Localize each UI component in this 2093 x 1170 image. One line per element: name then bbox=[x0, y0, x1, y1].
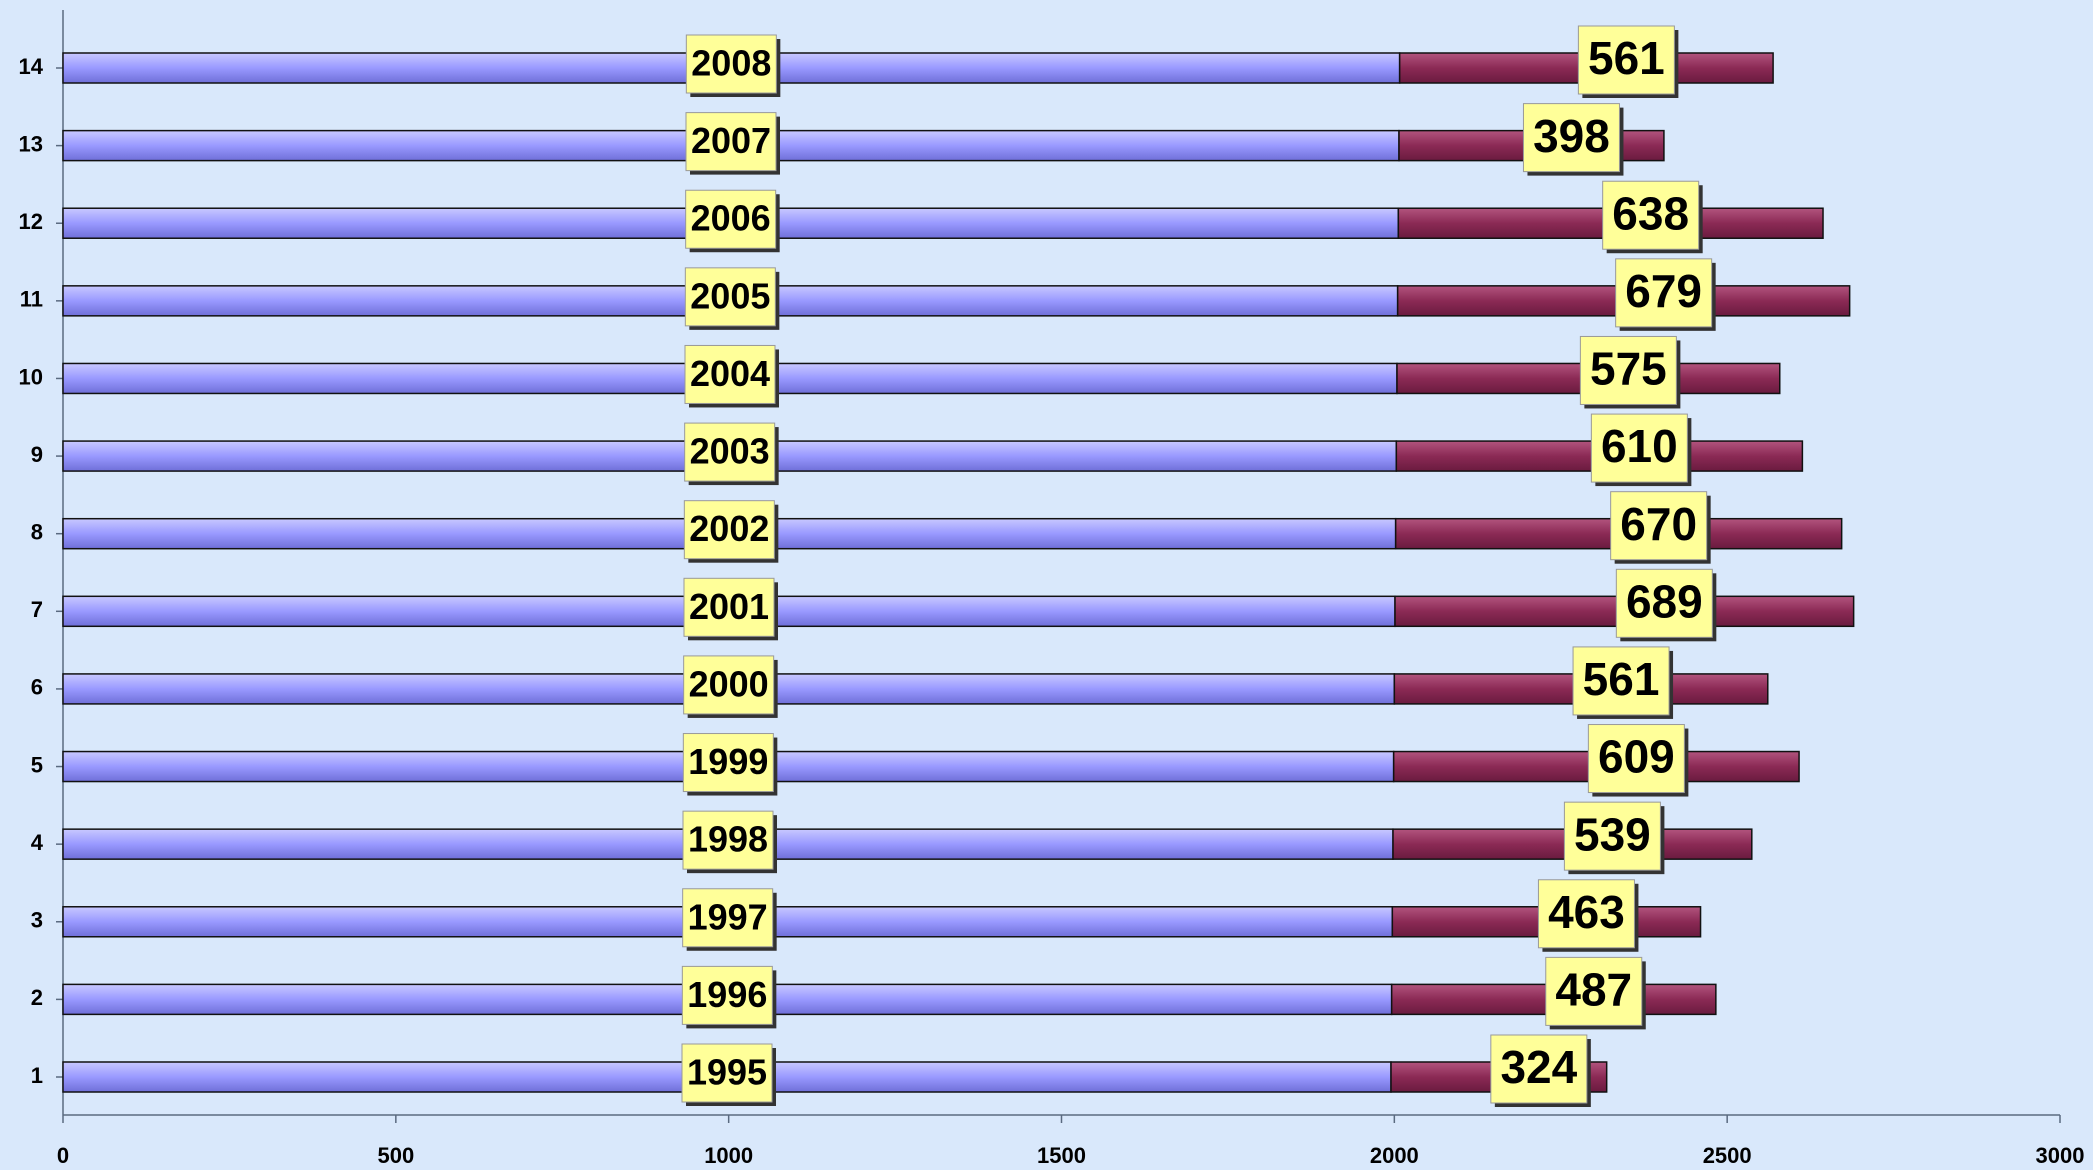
label-box bbox=[684, 344, 776, 404]
data-label: 2008 bbox=[691, 43, 771, 84]
label-box bbox=[682, 810, 774, 870]
data-label: 463 bbox=[1548, 886, 1625, 938]
data-label: 487 bbox=[1555, 964, 1632, 1016]
data-label: 2002 bbox=[689, 508, 769, 549]
label-box bbox=[1563, 801, 1661, 871]
label-box bbox=[683, 577, 775, 637]
data-label: 575 bbox=[1590, 343, 1667, 395]
y-tick-label: 7 bbox=[31, 597, 43, 622]
x-tick-label: 1000 bbox=[704, 1143, 753, 1168]
label-box bbox=[685, 189, 777, 249]
label-box bbox=[683, 500, 775, 560]
label-box bbox=[1590, 413, 1688, 483]
y-tick-label: 2 bbox=[31, 985, 43, 1010]
data-label: 670 bbox=[1620, 498, 1697, 550]
y-tick-label: 12 bbox=[19, 209, 43, 234]
data-label: 689 bbox=[1626, 575, 1703, 627]
x-tick-label: 2000 bbox=[1370, 1143, 1419, 1168]
y-tick-label: 11 bbox=[20, 287, 43, 312]
label-box bbox=[1545, 956, 1643, 1026]
y-tick-label: 10 bbox=[19, 364, 43, 389]
label-box bbox=[1615, 258, 1713, 328]
label-box bbox=[1537, 879, 1635, 949]
y-tick-label: 5 bbox=[31, 752, 43, 777]
data-label: 324 bbox=[1500, 1041, 1577, 1093]
data-label: 561 bbox=[1588, 32, 1665, 84]
data-label: 2003 bbox=[690, 431, 770, 472]
label-box bbox=[681, 965, 773, 1025]
label-box bbox=[1572, 646, 1670, 716]
label-box bbox=[682, 733, 774, 793]
data-label: 2001 bbox=[689, 586, 769, 627]
label-box bbox=[1490, 1034, 1588, 1104]
label-box bbox=[1587, 724, 1685, 794]
label-box bbox=[1615, 568, 1713, 638]
x-tick-label: 1500 bbox=[1037, 1143, 1086, 1168]
label-box bbox=[685, 112, 777, 172]
x-tick-label: 2500 bbox=[1703, 1143, 1752, 1168]
y-tick-label: 14 bbox=[19, 54, 44, 79]
data-label: 679 bbox=[1625, 265, 1702, 317]
label-box bbox=[684, 422, 776, 482]
y-tick-label: 3 bbox=[31, 908, 43, 933]
data-label: 1995 bbox=[687, 1052, 767, 1093]
y-tick-label: 13 bbox=[19, 131, 43, 156]
label-box bbox=[684, 267, 776, 327]
data-label: 610 bbox=[1601, 420, 1678, 472]
data-label: 2007 bbox=[691, 120, 771, 161]
data-label: 1996 bbox=[687, 974, 767, 1015]
x-tick-label: 3000 bbox=[2036, 1143, 2085, 1168]
data-label: 2004 bbox=[690, 353, 770, 394]
label-box bbox=[1602, 180, 1700, 250]
label-box bbox=[1610, 491, 1708, 561]
y-tick-label: 9 bbox=[31, 442, 43, 467]
label-box bbox=[1522, 103, 1620, 173]
data-label: 609 bbox=[1598, 731, 1675, 783]
data-label: 638 bbox=[1612, 187, 1689, 239]
y-tick-label: 4 bbox=[31, 830, 44, 855]
data-label: 2006 bbox=[691, 198, 771, 239]
label-box bbox=[681, 1043, 773, 1103]
y-tick-label: 8 bbox=[31, 520, 43, 545]
x-tick-label: 0 bbox=[57, 1143, 69, 1168]
data-label: 398 bbox=[1533, 110, 1610, 162]
data-label: 561 bbox=[1583, 653, 1660, 705]
data-label: 1999 bbox=[688, 741, 768, 782]
label-box bbox=[683, 655, 775, 715]
data-label: 539 bbox=[1574, 808, 1651, 860]
label-box bbox=[685, 34, 777, 94]
y-tick-label: 1 bbox=[31, 1063, 43, 1088]
data-label: 1998 bbox=[688, 819, 768, 860]
label-box bbox=[1577, 25, 1675, 95]
data-label: 1997 bbox=[688, 896, 768, 937]
x-tick-label: 500 bbox=[377, 1143, 414, 1168]
label-box bbox=[682, 888, 774, 948]
data-label: 2005 bbox=[690, 275, 770, 316]
y-tick-label: 6 bbox=[31, 675, 43, 700]
label-box bbox=[1579, 335, 1677, 405]
data-label: 2000 bbox=[689, 663, 769, 704]
